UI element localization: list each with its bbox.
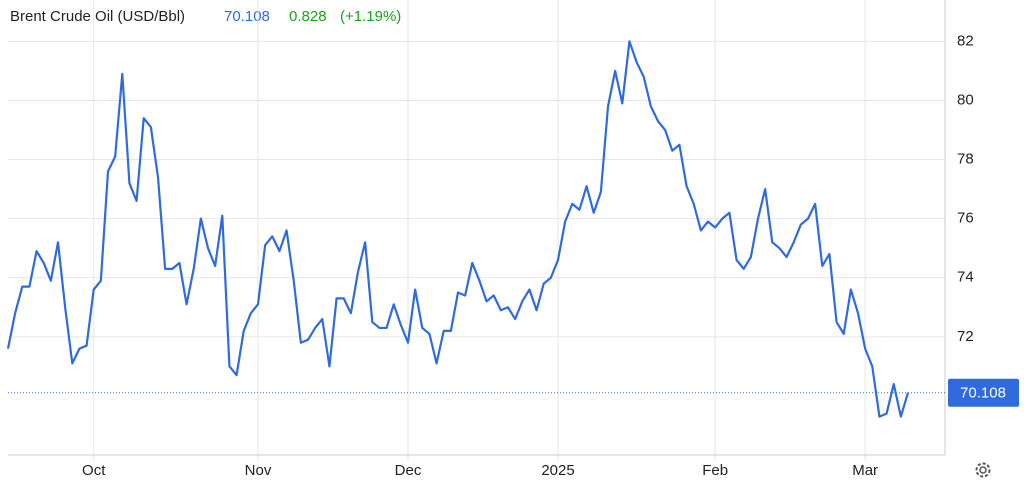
y-tick-label: 74 <box>957 269 974 286</box>
gear-teeth <box>975 462 991 478</box>
x-tick-label: 2025 <box>541 462 574 479</box>
x-tick-label: Dec <box>395 462 422 479</box>
last-price-label: 70.108 <box>960 385 1006 402</box>
last-price-box <box>948 378 1019 407</box>
y-tick-label: 78 <box>957 151 974 168</box>
last-price: 70.108 <box>224 8 270 25</box>
gear-center <box>979 466 987 474</box>
y-tick-label: 76 <box>957 210 974 227</box>
chart-title: Brent Crude Oil (USD/Bbl) <box>10 8 185 25</box>
y-tick-label: 80 <box>957 91 974 108</box>
y-tick-label: 72 <box>957 328 974 345</box>
settings-icon[interactable] <box>975 462 991 478</box>
top-layer: 72 74 76 78 80 82 Oct Nov Dec 2025 Feb Mar 70.108 <box>6 0 1019 479</box>
price-change: 0.828 <box>289 8 327 25</box>
x-tick-label: Oct <box>82 462 106 479</box>
x-tick-label: Nov <box>245 462 272 479</box>
price-change-percent: (+1.19%) <box>340 8 401 25</box>
price-line <box>6 40 910 418</box>
y-tick-label: 82 <box>957 32 974 49</box>
x-tick-label: Feb <box>702 462 728 479</box>
x-tick-label: Mar <box>852 462 878 479</box>
